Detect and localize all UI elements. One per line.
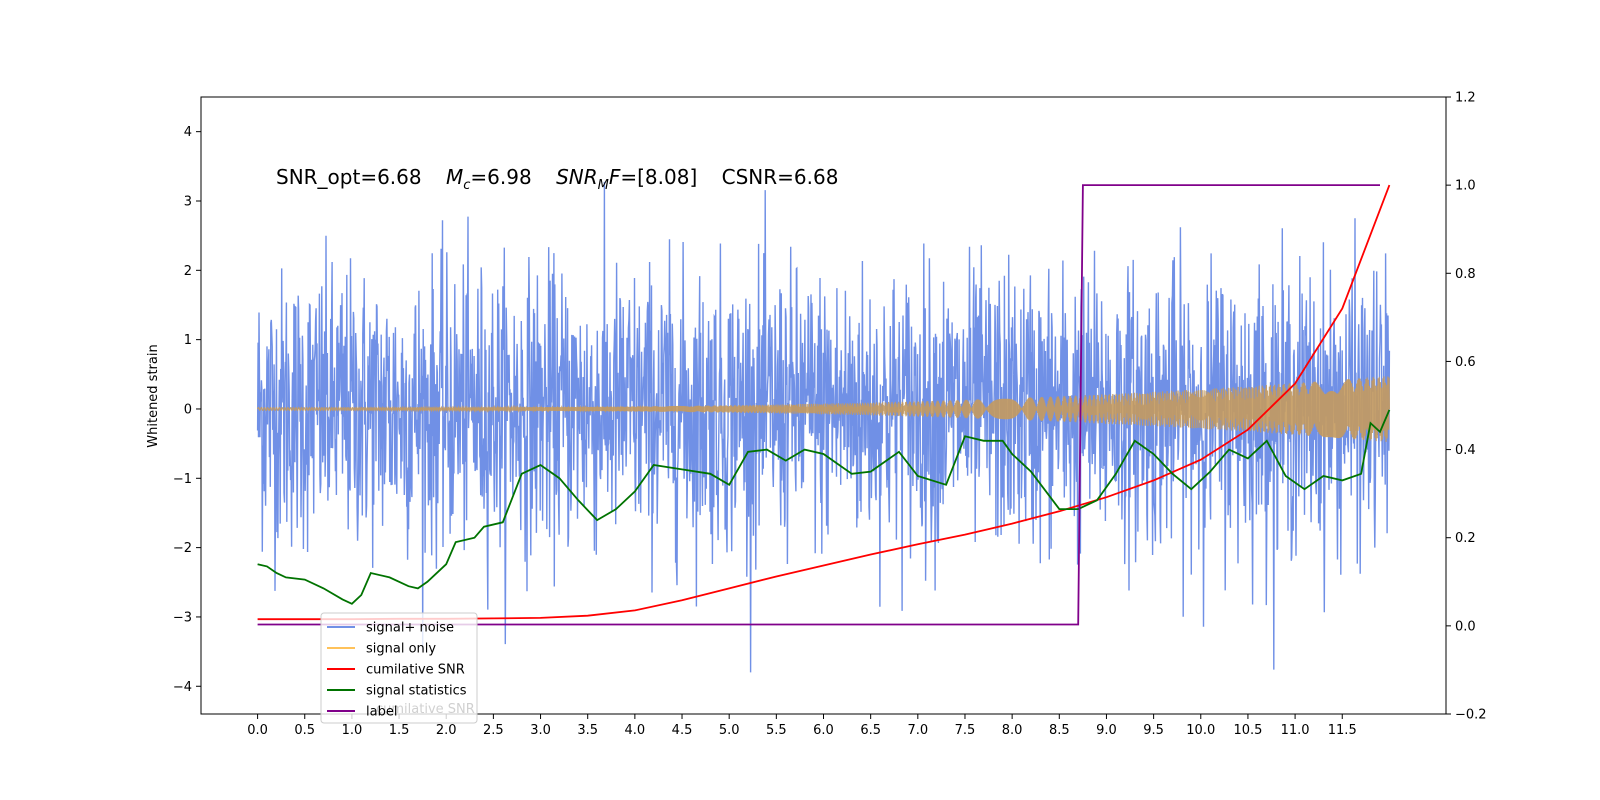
y-tick-label: −2 <box>173 541 192 556</box>
y-axis-label: Whitened strain <box>146 344 161 447</box>
legend: cumilative SNR signal+ noise signal only c… <box>320 612 478 724</box>
chart-annotation: SNR_opt=6.68 Mc=6.98 SNRMF=[8.08] CSNR=6… <box>276 165 838 193</box>
y2-tick-label: 0.8 <box>1455 267 1476 282</box>
x-tick-label: 10.5 <box>1233 723 1262 738</box>
legend-label: cumilative SNR <box>366 663 465 678</box>
y-tick-label: 0 <box>184 402 192 417</box>
x-tick-label: 2.0 <box>436 723 457 738</box>
x-tick-label: 7.0 <box>907 723 928 738</box>
annotation-mf-symbol: SNR <box>556 165 598 189</box>
y2-tick-label: 0.2 <box>1455 531 1476 546</box>
y2-tick-label: 0.4 <box>1455 443 1476 458</box>
plot-area <box>256 181 1391 673</box>
y-tick-label: 3 <box>184 194 192 209</box>
annotation-mf-sub: M <box>598 178 609 193</box>
y2-tick-label: 1.2 <box>1455 91 1476 106</box>
x-tick-label: 8.0 <box>1002 723 1023 738</box>
x-tick-label: 3.5 <box>577 723 598 738</box>
x-tick-label: 0.0 <box>247 723 268 738</box>
y2-tick-label: 1.0 <box>1455 179 1476 194</box>
legend-label: signal only <box>366 642 436 657</box>
x-tick-label: 4.5 <box>672 723 693 738</box>
x-tick-label: 7.5 <box>955 723 976 738</box>
annotation-csnr: CSNR=6.68 <box>722 165 839 189</box>
legend-label: label <box>366 705 397 720</box>
y-tick-label: −4 <box>173 680 192 695</box>
x-tick-label: 6.5 <box>860 723 881 738</box>
x-tick-label: 10.0 <box>1186 723 1215 738</box>
annotation-snr-opt: SNR_opt=6.68 <box>276 165 422 189</box>
annotation-mc-symbol: M <box>446 165 463 189</box>
y-tick-label: −1 <box>173 472 192 487</box>
x-tick-label: 8.5 <box>1049 723 1070 738</box>
x-tick-label: 3.0 <box>530 723 551 738</box>
y-tick-label: −3 <box>173 610 192 625</box>
x-tick-label: 5.5 <box>766 723 787 738</box>
legend-label: signal+ noise <box>366 621 454 636</box>
x-tick-label: 2.5 <box>483 723 504 738</box>
y-tick-label: 4 <box>184 125 192 140</box>
x-tick-label: 1.0 <box>342 723 363 738</box>
annotation-mc-value: =6.98 <box>470 165 531 189</box>
x-tick-label: 11.5 <box>1328 723 1357 738</box>
series-signal-statistics <box>257 409 1391 605</box>
x-tick-label: 5.0 <box>719 723 740 738</box>
y-tick-label: 2 <box>184 264 192 279</box>
x-tick-label: 9.0 <box>1096 723 1117 738</box>
legend-label: signal statistics <box>366 684 467 699</box>
y2-tick-label: 0.0 <box>1455 619 1476 634</box>
annotation-mf-tail: F <box>609 165 621 189</box>
x-tick-label: 11.0 <box>1281 723 1310 738</box>
annotation-mc-sub: c <box>463 178 470 193</box>
y2-tick-label: 0.6 <box>1455 355 1476 370</box>
y-tick-label: 1 <box>184 333 192 348</box>
series-signal-noise <box>256 181 1391 673</box>
series-label <box>257 184 1380 626</box>
legend-ghost-text: cumilative SNR <box>376 702 475 717</box>
x-tick-label: 4.0 <box>625 723 646 738</box>
legend-box <box>320 612 478 724</box>
x-tick-label: 0.5 <box>294 723 315 738</box>
annotation-mf-value: =[8.08] <box>620 165 697 189</box>
y2-tick-label: −0.2 <box>1455 708 1487 723</box>
series-signal-only <box>257 376 1390 442</box>
x-tick-label: 1.5 <box>389 723 410 738</box>
x-tick-label: 6.0 <box>813 723 834 738</box>
x-tick-label: 9.5 <box>1143 723 1164 738</box>
